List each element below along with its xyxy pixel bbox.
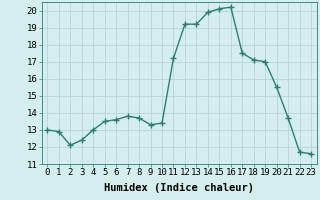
X-axis label: Humidex (Indice chaleur): Humidex (Indice chaleur) bbox=[104, 183, 254, 193]
